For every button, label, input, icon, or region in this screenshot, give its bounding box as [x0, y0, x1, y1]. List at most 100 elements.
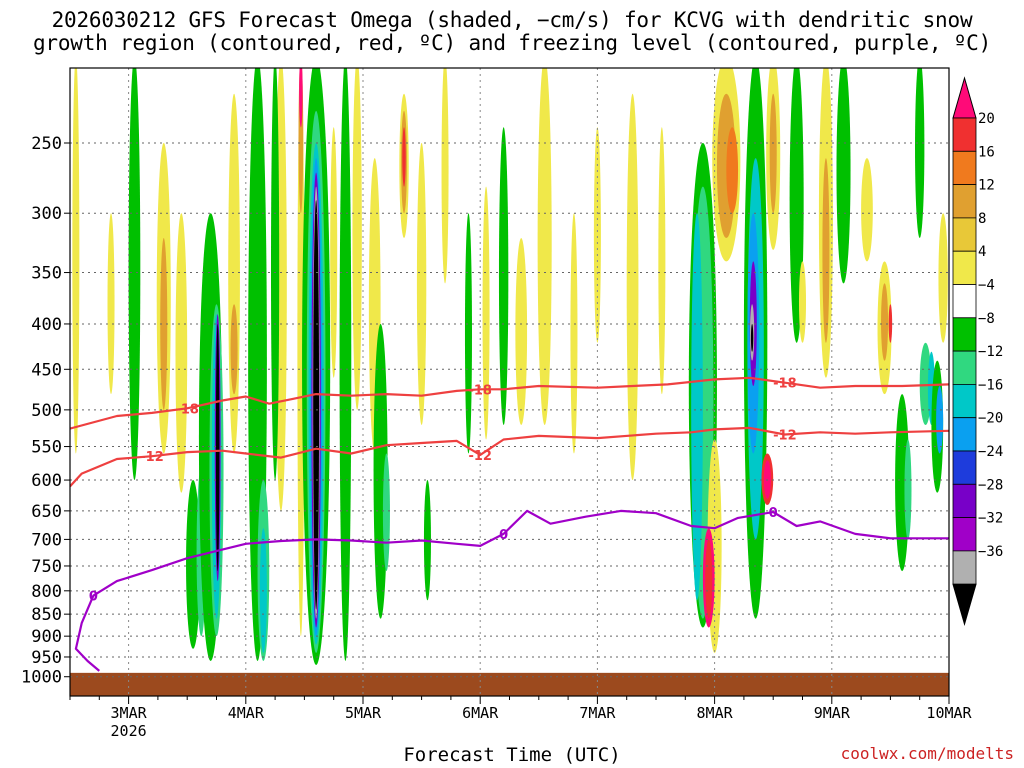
colorbar-label: −12	[978, 344, 1003, 360]
y-tick-label: 300	[31, 204, 62, 224]
credit-link[interactable]: coolwx.com/modelts	[840, 744, 1014, 763]
omega-shade	[339, 68, 352, 661]
contour-label: -18	[175, 402, 199, 417]
omega-shade	[750, 323, 754, 352]
omega-shade	[175, 213, 188, 493]
colorbar-label: 16	[978, 144, 995, 160]
omega-shade	[482, 186, 490, 440]
omega-shade	[186, 480, 201, 649]
contour-label: 0	[769, 506, 778, 521]
x-tick-label: 4MAR	[228, 704, 265, 722]
omega-shade	[416, 142, 427, 425]
colorbar-segment	[952, 217, 977, 252]
x-year-label: 2026	[111, 722, 147, 740]
colorbar-label: −8	[978, 311, 995, 327]
x-tick-label: 8MAR	[697, 704, 734, 722]
colorbar-segment	[952, 383, 977, 419]
colorbar-label: −36	[978, 544, 1003, 560]
omega-shade	[215, 323, 220, 572]
contour-label: -12	[773, 428, 797, 443]
omega-shade	[881, 283, 889, 361]
colorbar-label: −32	[978, 511, 1003, 527]
contour-label: -12	[140, 450, 164, 465]
colorbar-label: 12	[978, 178, 995, 194]
colorbar-label: 4	[978, 244, 986, 260]
colorbar-segment	[952, 350, 977, 385]
colorbar-segment	[952, 117, 977, 152]
contour-line	[74, 509, 949, 672]
y-tick-label: 550	[31, 438, 62, 458]
omega-shade	[904, 439, 912, 540]
omega-shade	[915, 68, 925, 239]
y-tick-label: 700	[31, 530, 62, 550]
colorbar-label: −24	[978, 444, 1003, 460]
contour-label: -18	[773, 377, 797, 392]
x-tick-label: 5MAR	[345, 704, 382, 722]
omega-shade	[836, 68, 851, 284]
omega-shade	[888, 304, 893, 343]
x-tick-label: 6MAR	[462, 704, 499, 722]
colorbar-segment	[952, 550, 977, 585]
x-tick-label: 9MAR	[814, 704, 851, 722]
chart-title: 2026030212 GFS Forecast Omega (shaded, −…	[51, 8, 973, 32]
colorbar-segment	[952, 450, 977, 485]
omega-shade	[798, 261, 807, 343]
x-tick-label: 3MAR	[111, 704, 148, 722]
colorbar-label: −20	[978, 411, 1003, 427]
colorbar-label: −4	[978, 278, 995, 294]
contour-line	[70, 426, 949, 488]
omega-shade	[330, 127, 338, 378]
y-tick-label: 600	[31, 471, 62, 491]
contour-label: 0	[89, 590, 98, 605]
omega-shade	[769, 93, 777, 214]
omega-shade	[515, 238, 528, 425]
colorbar-segment	[952, 284, 977, 319]
omega-shade	[464, 213, 472, 454]
y-tick-label: 650	[31, 502, 62, 522]
colorbar-label: 20	[978, 111, 995, 127]
x-tick-label: 7MAR	[579, 704, 616, 722]
chart-subtitle: growth region (contoured, red, ºC) and f…	[32, 31, 992, 55]
colorbar-segment	[952, 483, 977, 518]
omega-shade	[230, 304, 238, 395]
omega-shade	[570, 213, 578, 454]
y-tick-label: 450	[31, 360, 62, 380]
omega-shade	[299, 68, 303, 128]
y-tick-label: 850	[31, 605, 62, 625]
x-tick-label: 10MAR	[926, 704, 972, 722]
colorbar-segment	[952, 417, 977, 452]
contour-label: -18	[468, 383, 492, 398]
contour-label: -12	[468, 449, 492, 464]
omega-shade	[691, 213, 703, 601]
omega-shade	[726, 127, 739, 214]
colorbar-arrow-top	[952, 76, 977, 119]
omega-shade	[861, 158, 873, 262]
surface-terrain	[70, 672, 949, 696]
colorbar-segment	[952, 517, 977, 552]
contour-label: 0	[499, 528, 508, 543]
y-tick-label: 1000	[21, 668, 62, 688]
omega-shade	[938, 213, 948, 343]
y-tick-label: 800	[31, 582, 62, 602]
omega-shade	[402, 127, 406, 187]
colorbar-segment	[952, 317, 977, 352]
y-tick-label: 350	[31, 264, 62, 284]
omega-shade	[128, 68, 141, 480]
omega-shade	[822, 158, 830, 343]
y-tick-label: 900	[31, 627, 62, 647]
colorbar-label: −16	[978, 377, 1003, 393]
omega-shade	[705, 539, 713, 619]
colorbar-label: 8	[978, 211, 986, 227]
y-tick-label: 500	[31, 401, 62, 421]
omega-shade	[160, 238, 168, 410]
y-tick-label: 950	[31, 648, 62, 668]
omega-shade	[313, 200, 320, 610]
colorbar-label: −28	[978, 477, 1003, 493]
omega-shade	[441, 68, 449, 284]
x-axis-label: Forecast Time (UTC)	[403, 744, 621, 766]
colorbar-segment	[952, 184, 977, 219]
colorbar-arrow-bottom	[952, 583, 977, 627]
omega-shade	[72, 68, 80, 454]
